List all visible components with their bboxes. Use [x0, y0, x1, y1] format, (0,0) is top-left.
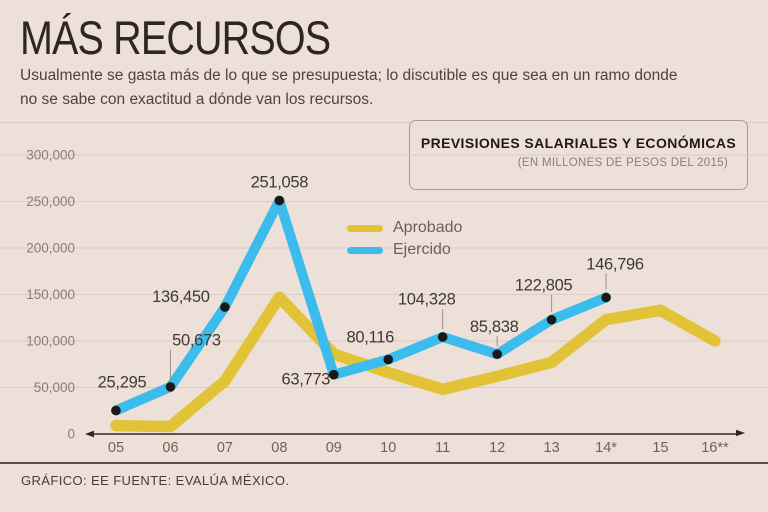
page-subtitle: Usualmente se gasta más de lo que se pre…: [20, 64, 760, 112]
x-axis-tick-label: 10: [380, 440, 396, 456]
x-axis-tick-label: 16**: [701, 440, 729, 456]
y-axis-tick-label: 0: [67, 427, 75, 442]
y-axis-tick-label: 200,000: [26, 241, 75, 256]
data-point-label: 104,328: [398, 291, 456, 309]
data-point-label: 85,838: [470, 318, 519, 336]
data-point-label: 122,805: [515, 277, 573, 295]
data-point-marker: [492, 349, 502, 359]
series-line-ejercido: [111, 195, 612, 416]
data-point-marker: [601, 292, 611, 303]
data-point-marker: [383, 354, 394, 365]
x-axis-tick-label: 11: [435, 440, 450, 456]
data-point-label: 63,773: [281, 370, 330, 388]
y-axis-tick-label: 250,000: [26, 194, 75, 209]
footer-divider: [0, 462, 768, 464]
data-point-marker: [546, 314, 557, 325]
ejercido-label: Ejercido: [393, 241, 451, 258]
y-axis-tick-label: 150,000: [26, 287, 75, 302]
legend-item-aprobado: Aprobado: [347, 217, 462, 239]
data-point-marker: [274, 195, 285, 206]
data-point-marker: [220, 302, 230, 312]
credit-line: GRÁFICO: EE FUENTE: EVALÚA MÉXICO.: [21, 473, 290, 488]
units-box-subtitle: (EN MILLONES DE PESOS DEL 2015): [517, 157, 728, 169]
legend-item-ejercido: Ejercido: [347, 239, 462, 261]
data-point-label: 50,673: [172, 332, 221, 350]
x-axis-tick-label: 12: [489, 440, 505, 456]
data-point-marker: [111, 405, 121, 416]
x-axis-tick-label: 06: [162, 440, 178, 456]
subtitle-line-2: no se sabe con exactitud a dónde van los…: [20, 91, 374, 108]
x-axis-tick-label: 14*: [595, 440, 617, 456]
aprobado-label: Aprobado: [393, 219, 463, 236]
x-axis-tick-label: 13: [544, 440, 560, 456]
data-point-marker: [329, 369, 339, 380]
x-axis-tick-label: 07: [217, 440, 233, 456]
units-box-title: PREVISIONES SALARIALES Y ECONÓMICAS: [420, 135, 737, 151]
axis-arrow-left: [85, 430, 94, 438]
y-axis-tick-label: 100,000: [26, 334, 75, 349]
data-point-marker: [165, 382, 176, 392]
data-point-label: 136,450: [152, 288, 210, 306]
x-axis-tick-label: 05: [108, 440, 124, 456]
data-point-label: 251,058: [251, 173, 309, 191]
ejercido-swatch: [347, 246, 383, 254]
data-point-marker: [437, 332, 448, 342]
aprobado-swatch: [347, 224, 383, 232]
chart-legend: Aprobado Ejercido: [347, 217, 462, 261]
y-axis-tick-label: 300,000: [26, 148, 75, 163]
axis-arrow-right: [736, 429, 745, 437]
header-divider: [0, 122, 768, 123]
series-line-aprobado: [110, 291, 721, 433]
page-title: MÁS RECURSOS: [20, 11, 331, 64]
y-axis-tick-label: 50,000: [34, 380, 75, 395]
x-axis-tick-label: 08: [271, 440, 287, 456]
data-point-label: 80,116: [347, 328, 395, 346]
data-point-label: 25,295: [98, 373, 147, 391]
data-point-label: 146,796: [586, 255, 644, 273]
subtitle-line-1: Usualmente se gasta más de lo que se pre…: [20, 67, 678, 84]
x-axis-tick-label: 09: [326, 440, 342, 456]
x-axis-tick-label: 15: [652, 440, 668, 456]
